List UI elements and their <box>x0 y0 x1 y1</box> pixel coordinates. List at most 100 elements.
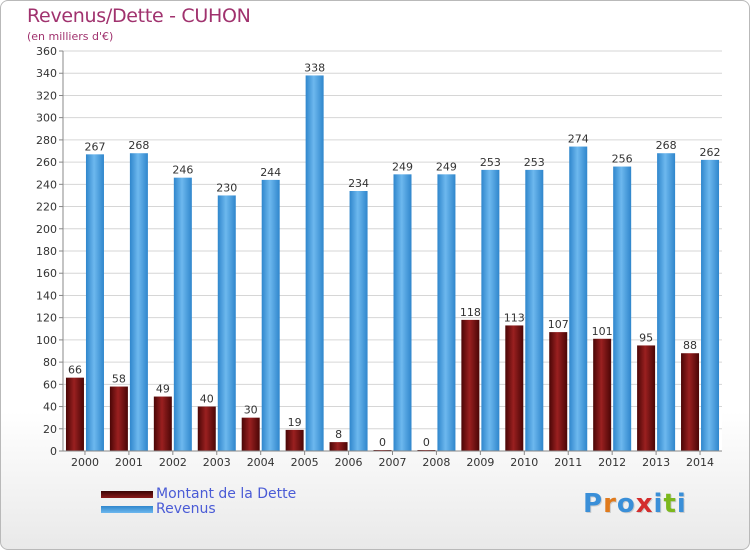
y-tick-label: 240 <box>36 178 57 191</box>
x-tick-label: 2001 <box>115 456 143 469</box>
bar-dette <box>593 338 612 451</box>
data-label-dette: 19 <box>288 416 302 429</box>
y-tick-label: 340 <box>36 67 57 80</box>
data-label-dette: 66 <box>68 364 82 377</box>
x-tick-label: 2013 <box>642 456 670 469</box>
x-tick-label: 2003 <box>203 456 231 469</box>
data-label-dette: 40 <box>200 393 214 406</box>
data-label-revenus: 249 <box>392 160 413 173</box>
bar-dette <box>637 345 656 451</box>
bar-revenus <box>525 169 544 451</box>
bar-dette <box>681 353 700 451</box>
bar-revenus <box>305 75 324 451</box>
data-label-dette: 58 <box>112 373 126 386</box>
x-tick-label: 2009 <box>466 456 494 469</box>
x-tick-label: 2004 <box>247 456 275 469</box>
x-tick-label: 2010 <box>510 456 538 469</box>
y-tick-label: 120 <box>36 312 57 325</box>
data-label-revenus: 234 <box>348 177 369 190</box>
bar-revenus <box>657 153 676 451</box>
data-label-revenus: 267 <box>84 140 105 153</box>
logo-letter: o <box>616 489 636 519</box>
y-tick-label: 80 <box>43 356 57 369</box>
data-label-dette: 0 <box>379 436 386 449</box>
x-tick-label: 2000 <box>71 456 99 469</box>
bar-revenus <box>437 174 456 452</box>
bar-revenus <box>569 146 588 452</box>
data-label-dette: 95 <box>639 331 653 344</box>
data-label-revenus: 244 <box>260 166 281 179</box>
bar-dette <box>197 406 216 451</box>
bar-revenus <box>393 174 412 452</box>
data-label-dette: 8 <box>335 428 342 441</box>
bar-revenus <box>701 159 720 451</box>
data-label-revenus: 274 <box>568 133 589 146</box>
logo-letter: t <box>663 489 677 519</box>
bar-revenus <box>613 166 632 452</box>
bar-dette <box>461 319 480 451</box>
x-tick-label: 2011 <box>554 456 582 469</box>
x-tick-label: 2008 <box>422 456 450 469</box>
data-label-dette: 30 <box>244 404 258 417</box>
y-tick-label: 100 <box>36 334 57 347</box>
y-tick-label: 280 <box>36 134 57 147</box>
data-label-revenus: 268 <box>128 139 149 152</box>
bar-dette <box>241 417 260 451</box>
data-label-dette: 118 <box>460 306 481 319</box>
bar-dette <box>549 332 568 451</box>
x-tick-label: 2002 <box>159 456 187 469</box>
data-label-dette: 49 <box>156 383 170 396</box>
y-tick-label: 200 <box>36 223 57 236</box>
bar-revenus <box>261 179 280 451</box>
logo-letter: P <box>583 489 604 519</box>
bar-dette <box>505 325 524 451</box>
x-tick-label: 2005 <box>291 456 319 469</box>
bar-dette <box>65 377 84 451</box>
legend-label-revenus: Revenus <box>156 501 216 517</box>
y-tick-label: 0 <box>50 445 57 458</box>
data-label-revenus: 338 <box>304 61 325 74</box>
bar-dette <box>109 386 128 451</box>
logo-letter: r <box>603 489 617 519</box>
data-label-revenus: 249 <box>436 160 457 173</box>
data-label-revenus: 253 <box>524 156 545 169</box>
x-tick-label: 2006 <box>335 456 363 469</box>
y-tick-label: 360 <box>36 45 57 58</box>
data-label-dette: 101 <box>592 325 613 338</box>
chart-title: Revenus/Dette - CUHON <box>27 5 251 27</box>
legend-swatch-dette <box>101 491 153 498</box>
y-tick-label: 60 <box>43 378 57 391</box>
logo-letter: i <box>653 489 664 519</box>
data-label-dette: 0 <box>423 436 430 449</box>
data-label-dette: 113 <box>504 311 525 324</box>
bar-revenus <box>129 153 148 451</box>
bar-revenus <box>85 154 104 452</box>
chart-subtitle: (en milliers d'€) <box>27 30 114 43</box>
legend-label-dette: Montant de la Dette <box>156 486 297 502</box>
proxiti-logo: Proxiti <box>583 489 687 519</box>
y-tick-label: 180 <box>36 245 57 258</box>
legend-swatch-revenus <box>101 506 153 513</box>
data-label-revenus: 262 <box>700 146 721 159</box>
data-label-revenus: 230 <box>216 181 237 194</box>
y-tick-label: 320 <box>36 89 57 102</box>
data-label-dette: 107 <box>548 318 569 331</box>
bar-revenus <box>173 177 192 451</box>
bar-dette <box>285 429 304 451</box>
bar-revenus <box>481 169 500 451</box>
data-label-revenus: 246 <box>172 164 193 177</box>
y-tick-label: 220 <box>36 201 57 214</box>
logo-letter: x <box>635 489 654 519</box>
y-tick-label: 260 <box>36 156 57 169</box>
x-tick-label: 2007 <box>379 456 407 469</box>
y-tick-label: 140 <box>36 289 57 302</box>
y-tick-label: 300 <box>36 112 57 125</box>
bar-dette <box>153 396 172 451</box>
data-label-revenus: 256 <box>612 153 633 166</box>
x-tick-label: 2012 <box>598 456 626 469</box>
y-tick-label: 20 <box>43 423 57 436</box>
data-label-dette: 88 <box>683 339 697 352</box>
data-label-revenus: 268 <box>656 139 677 152</box>
